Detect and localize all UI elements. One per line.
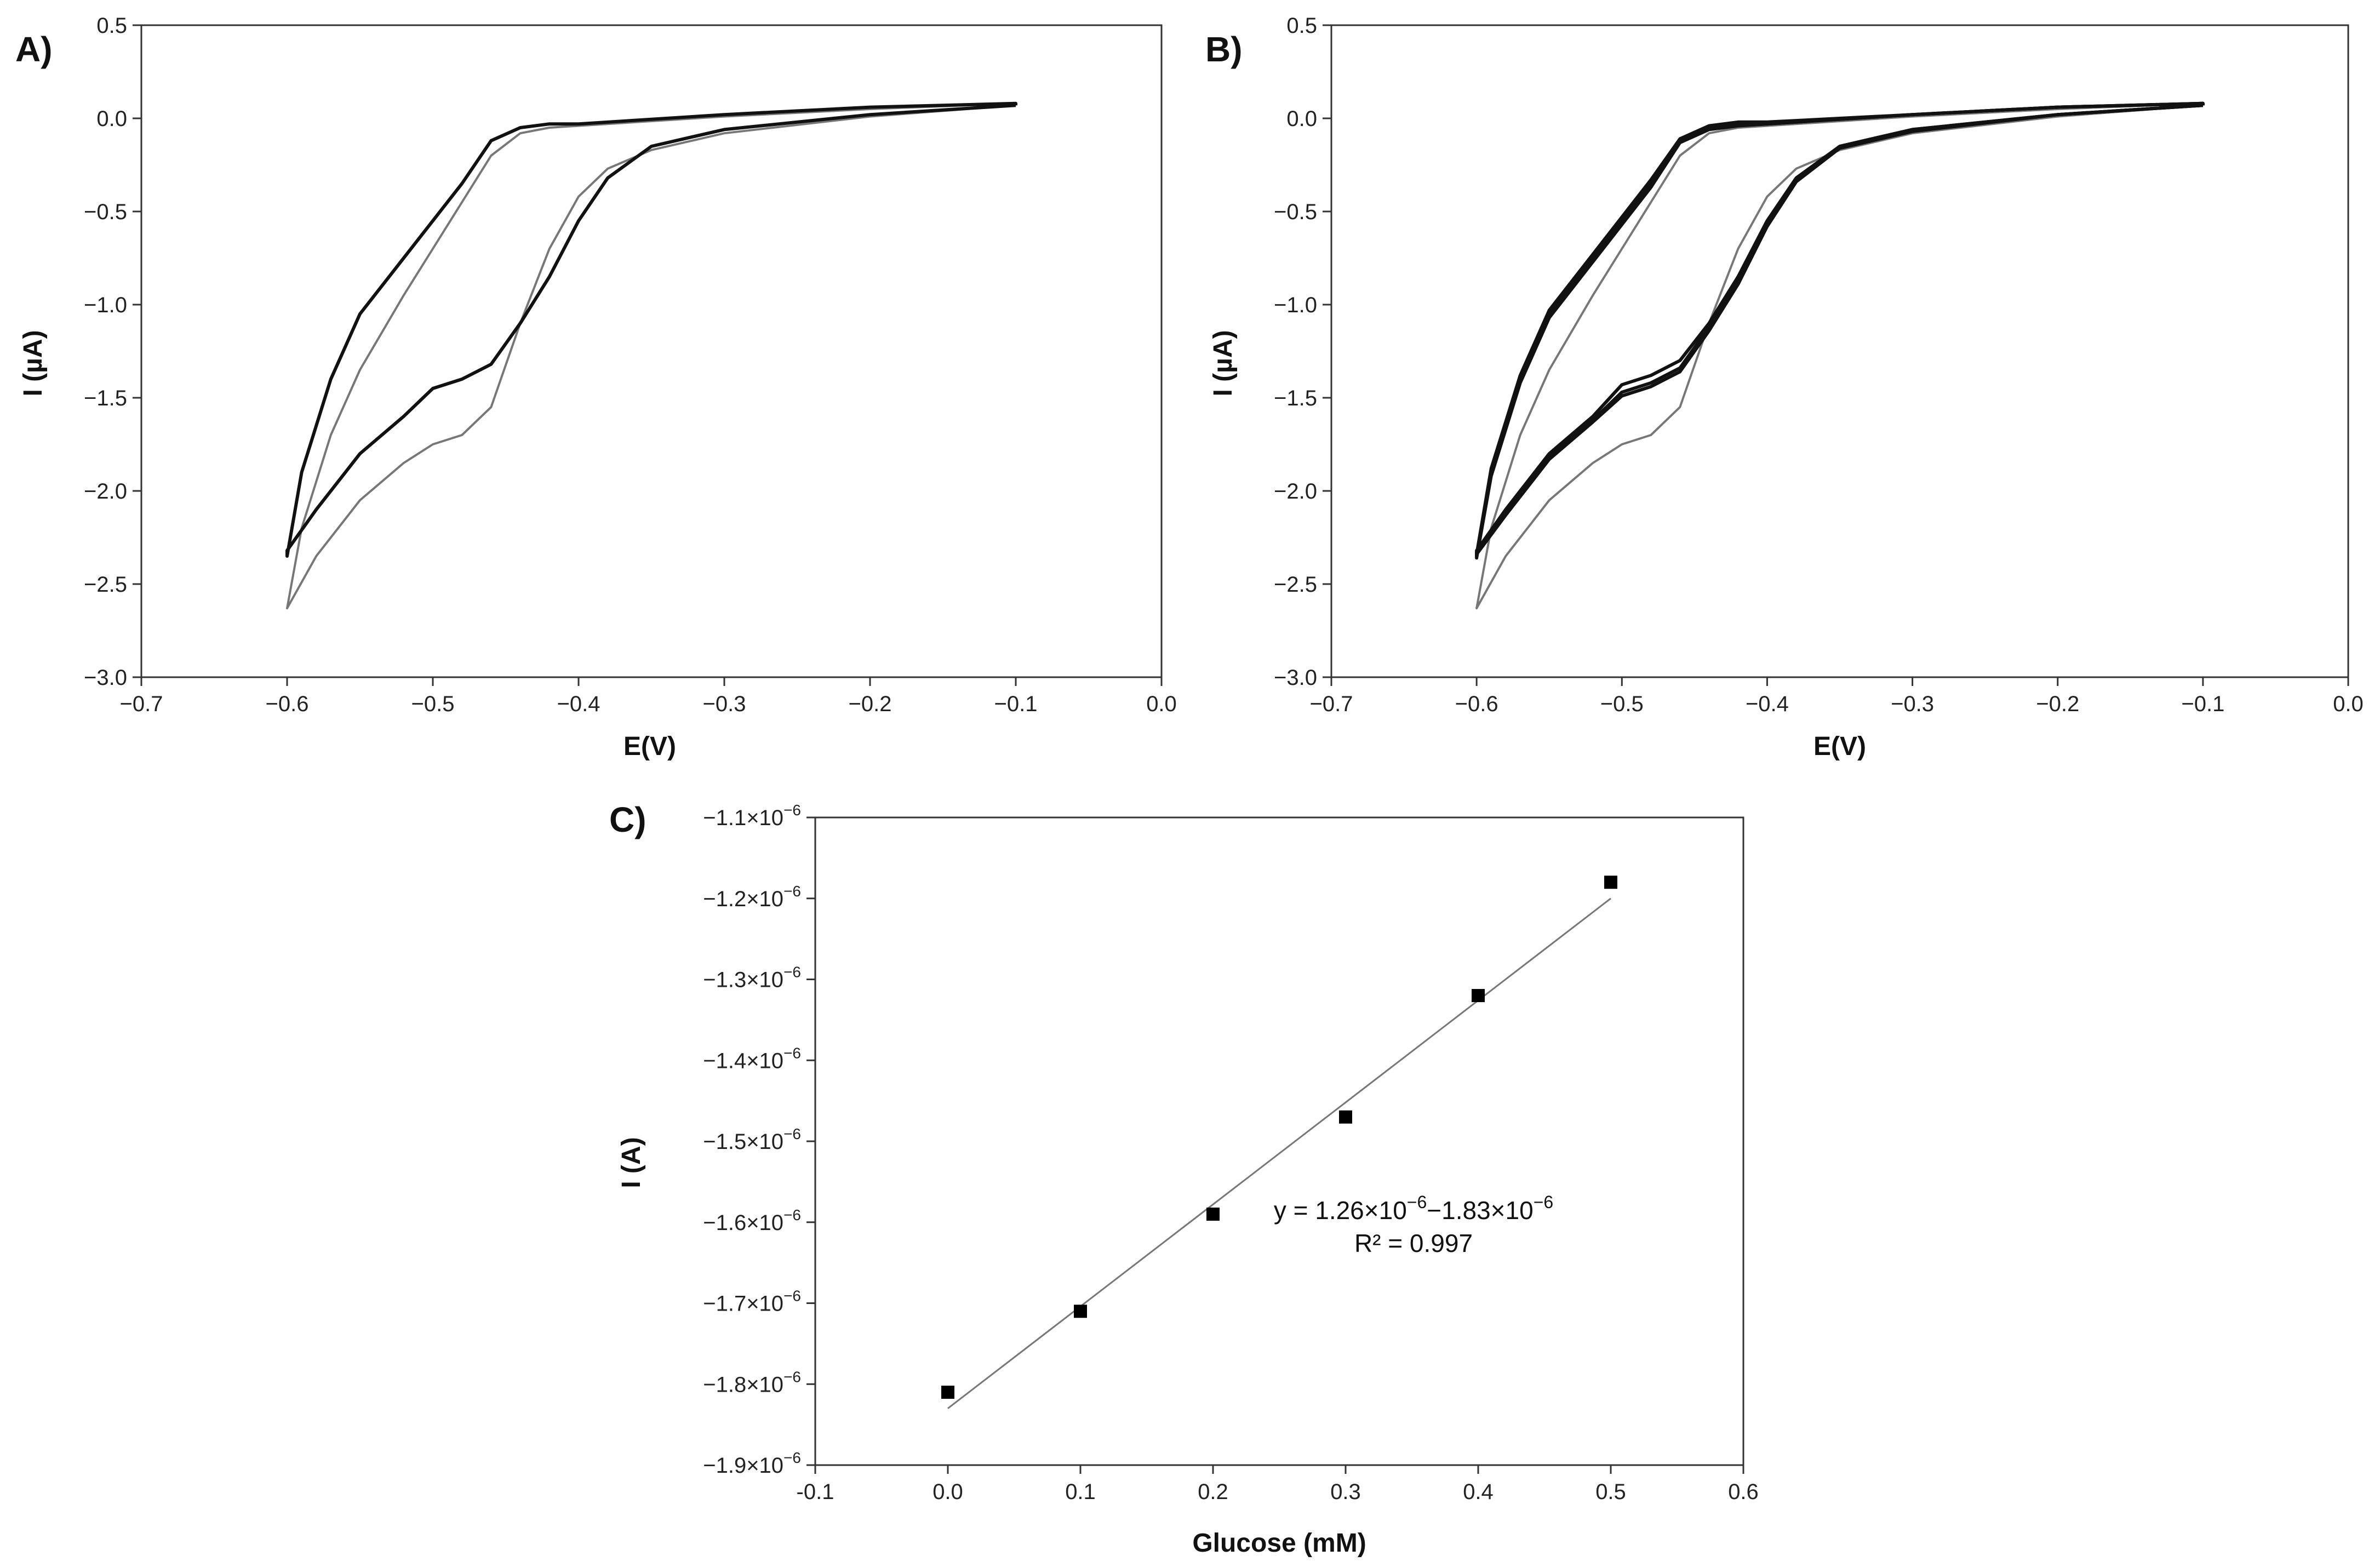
panel-c-x-tick-label: 0.3 xyxy=(1330,1480,1361,1504)
panel-a-y-tick-label: −2.5 xyxy=(84,573,127,597)
panel-b-y-tick-label: −1.0 xyxy=(1274,293,1317,317)
panel-c-x-tick-label: 0.0 xyxy=(932,1480,963,1504)
panel-a: A) −0.7 −0.6 −0.5 −0.4 −0.3 −0.2 −0.1 0.0 0.5 0.0… xyxy=(15,14,1177,761)
panel-a-x-tick-label: 0.0 xyxy=(1146,692,1177,716)
panel-a-x-tick-label: −0.3 xyxy=(703,692,746,716)
panel-label-b: B) xyxy=(1205,30,1243,69)
panel-a-x-axis-label: E(V) xyxy=(623,732,676,761)
panel-b-x-tick-label: −0.3 xyxy=(1891,692,1934,716)
panel-b-plot-area: −0.7 −0.6 −0.5 −0.4 −0.3 −0.2 −0.1 0.0 0.5 0.0 −0.… xyxy=(1274,14,2364,716)
panel-a-x-tick-label: −0.6 xyxy=(266,692,309,716)
panel-c-y-tick-label: −1.3×10−6 xyxy=(703,964,801,992)
regression-line xyxy=(947,897,1611,1409)
panel-b-x-tick-label: −0.4 xyxy=(1746,692,1789,716)
data-point xyxy=(1604,876,1617,889)
panel-a-y-tick-label: −1.5 xyxy=(84,386,127,410)
panel-a-x-tick-label: −0.7 xyxy=(120,692,163,716)
regression-equation: y = 1.26×10−6−1.83×10−6 xyxy=(1274,1192,1553,1225)
panel-c-x-axis-label: Glucose (mM) xyxy=(1192,1529,1366,1558)
panel-b-x-axis-label: E(V) xyxy=(1813,732,1866,761)
panel-a-x-tick-label: −0.5 xyxy=(411,692,455,716)
panel-a-plot-area: −0.7 −0.6 −0.5 −0.4 −0.3 −0.2 −0.1 0.0 0.5 0.0 −0.… xyxy=(84,14,1177,716)
panel-a-y-axis-label: I (µA) xyxy=(19,330,48,397)
panel-a-y-tick-label: 0.0 xyxy=(96,107,127,131)
panel-c-x-tick-label: 0.1 xyxy=(1065,1480,1096,1504)
panel-a-series-gray xyxy=(286,102,1017,610)
panel-c-y-tick-label: −1.9×10−6 xyxy=(703,1449,801,1478)
panel-label-a: A) xyxy=(15,30,53,69)
panel-c-frame xyxy=(814,816,1744,1466)
panel-b-x-tick-label: −0.5 xyxy=(1600,692,1644,716)
data-point xyxy=(941,1386,954,1399)
panel-a-x-tick-label: −0.4 xyxy=(557,692,600,716)
panel-b-frame xyxy=(1330,24,2349,678)
panel-c: C) -0.1 0.0 0.1 0.2 0.3 0.4 0.5 0.6 −1.1×10−6 −1.… xyxy=(609,800,1759,1558)
panel-b-y-tick-label: 0.0 xyxy=(1286,107,1317,131)
panel-b-x-tick-label: 0.0 xyxy=(2333,692,2364,716)
panel-a-y-tick-label: −3.0 xyxy=(84,666,127,690)
panel-label-c: C) xyxy=(609,800,647,839)
panel-c-x-tick-label: 0.4 xyxy=(1463,1480,1494,1504)
panel-c-y-tick-label: −1.5×10−6 xyxy=(703,1125,801,1154)
panel-a-y-tick-label: −1.0 xyxy=(84,293,127,317)
panel-b-y-tick-label: −0.5 xyxy=(1274,200,1317,224)
panel-a-series-black xyxy=(285,101,1017,558)
data-point xyxy=(1206,1207,1220,1221)
panel-c-y-axis-label: I (A) xyxy=(617,1137,646,1188)
panel-a-y-tick-label: −0.5 xyxy=(84,200,127,224)
panel-b-x-tick-label: −0.1 xyxy=(2181,692,2224,716)
panel-c-y-tick-label: −1.1×10−6 xyxy=(703,802,801,830)
r-squared-label: R² = 0.997 xyxy=(1354,1229,1473,1257)
panel-a-frame xyxy=(140,24,1163,678)
panel-b-y-tick-label: −1.5 xyxy=(1274,386,1317,410)
panel-b-series-black-1 xyxy=(1475,101,2205,558)
panel-b-y-tick-label: 0.5 xyxy=(1286,14,1317,38)
panel-b-y-tick-label: −2.5 xyxy=(1274,573,1317,597)
panel-c-y-tick-label: −1.8×10−6 xyxy=(703,1368,801,1397)
data-point xyxy=(1472,989,1485,1003)
panel-a-y-tick-label: 0.5 xyxy=(96,14,127,38)
panel-a-x-tick-label: −0.1 xyxy=(994,692,1038,716)
panel-c-x-tick-label: 0.6 xyxy=(1728,1480,1759,1504)
panel-b-x-tick-label: −0.7 xyxy=(1310,692,1353,716)
panel-c-y-tick-label: −1.7×10−6 xyxy=(703,1288,801,1316)
panel-c-x-tick-label: -0.1 xyxy=(797,1480,834,1504)
panel-c-x-tick-label: 0.2 xyxy=(1198,1480,1228,1504)
panel-b: B) −0.7 −0.6 −0.5 −0.4 −0.3 −0.2 −0.1 0.0 0.5 0.0… xyxy=(1205,14,2364,761)
panel-b-y-axis-label: I (µA) xyxy=(1209,330,1238,397)
panel-b-series-gray xyxy=(1475,102,2204,610)
panel-b-x-tick-label: −0.6 xyxy=(1455,692,1498,716)
panel-c-y-tick-label: −1.6×10−6 xyxy=(703,1206,801,1235)
panel-b-y-tick-label: −3.0 xyxy=(1274,666,1317,690)
panel-c-plot-area: -0.1 0.0 0.1 0.2 0.3 0.4 0.5 0.6 −1.1×10−6 −1.2×1… xyxy=(703,802,1759,1504)
panel-b-x-tick-label: −0.2 xyxy=(2036,692,2079,716)
panel-c-y-tick-label: −1.4×10−6 xyxy=(703,1044,801,1073)
panel-a-y-tick-label: −2.0 xyxy=(84,479,127,504)
panel-b-series-black-2 xyxy=(1475,101,2205,560)
panel-b-series-black-3 xyxy=(1475,101,2205,556)
panel-b-y-tick-label: −2.0 xyxy=(1274,479,1317,504)
panel-c-x-tick-label: 0.5 xyxy=(1595,1480,1626,1504)
panel-c-y-tick-label: −1.2×10−6 xyxy=(703,883,801,911)
panel-a-x-tick-label: −0.2 xyxy=(849,692,892,716)
data-point xyxy=(1339,1110,1352,1124)
data-point xyxy=(1074,1305,1087,1318)
